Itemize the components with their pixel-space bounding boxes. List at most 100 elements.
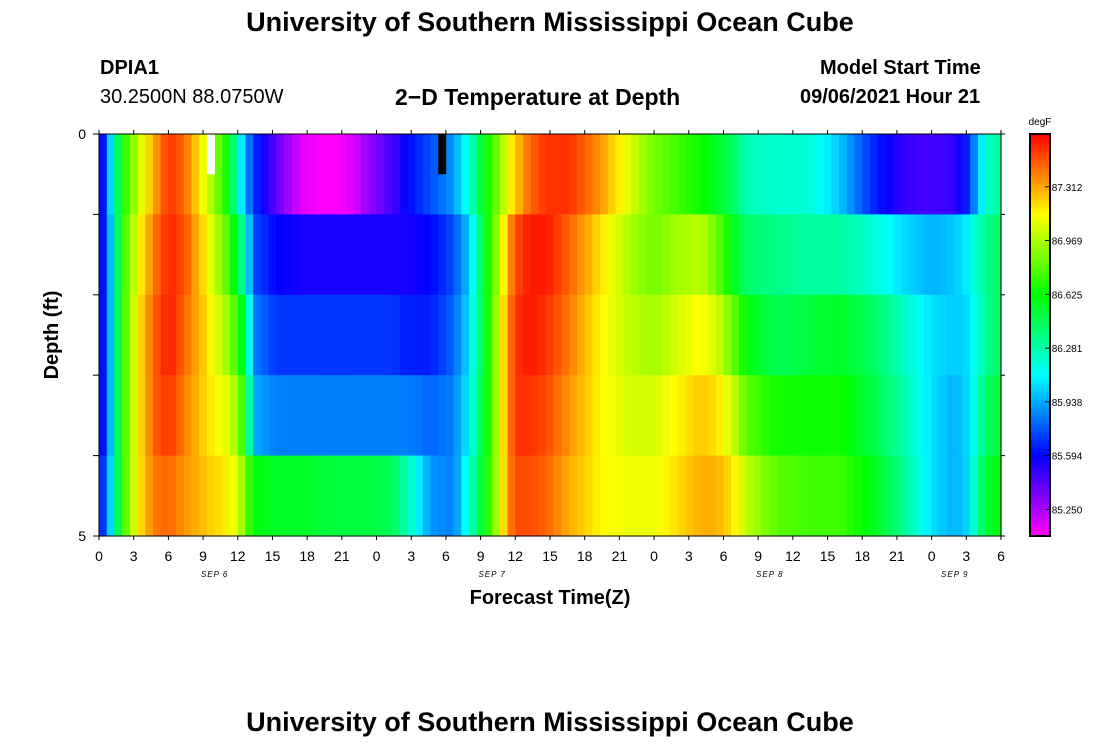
- heatmap-cell: [692, 214, 701, 296]
- x-tick-label: 6: [164, 548, 172, 564]
- heatmap-cell: [484, 375, 493, 457]
- heatmap-cell: [831, 294, 840, 376]
- heatmap-cell: [422, 294, 432, 376]
- heatmap-cell: [677, 455, 686, 537]
- heatmap-cell: [307, 214, 316, 296]
- colorbar-segment: [1030, 184, 1050, 189]
- heatmap-cell: [515, 375, 524, 457]
- heatmap-cell: [222, 214, 231, 296]
- heatmap-cell: [900, 375, 910, 457]
- heatmap-cell: [137, 294, 146, 376]
- colorbar-frame: [1029, 133, 1051, 537]
- heatmap-cell: [538, 375, 547, 457]
- heatmap-cell: [815, 294, 825, 376]
- heatmap-cell: [715, 214, 725, 296]
- heatmap-cell: [723, 375, 732, 457]
- heatmap-cell: [507, 375, 516, 457]
- heatmap-cell: [168, 134, 177, 215]
- heatmap-cell: [885, 455, 894, 537]
- colorbar-segment: [1030, 495, 1050, 500]
- colorbar-segment: [1030, 288, 1050, 293]
- heatmap-cell: [523, 134, 532, 215]
- colorbar-segment: [1030, 324, 1050, 329]
- colorbar-segment: [1030, 331, 1050, 336]
- heatmap-cell: [230, 455, 239, 537]
- heatmap-cell: [615, 375, 624, 457]
- heatmap-cell: [453, 214, 462, 296]
- colorbar-segment: [1030, 489, 1050, 494]
- heatmap-cell: [985, 455, 994, 537]
- heatmap-cell: [792, 294, 802, 376]
- heatmap-cell: [785, 214, 794, 296]
- colorbar-segment: [1030, 502, 1050, 507]
- heatmap-cell: [654, 294, 663, 376]
- heatmap-cell: [438, 214, 447, 296]
- heatmap-cell: [145, 134, 154, 215]
- heatmap-cell: [337, 134, 347, 215]
- heatmap-cell: [885, 375, 894, 457]
- colorbar-segment: [1030, 217, 1050, 222]
- heatmap-cell: [684, 375, 694, 457]
- heatmap-cell: [854, 134, 863, 215]
- heatmap-cell: [484, 455, 493, 537]
- heatmap-cell: [99, 375, 108, 457]
- heatmap-cell: [492, 214, 501, 296]
- heatmap-cell: [322, 375, 331, 457]
- colorbar-segment: [1030, 408, 1050, 413]
- heatmap-cell: [700, 214, 709, 296]
- heatmap-cell: [561, 375, 570, 457]
- heatmap-cell: [445, 134, 455, 215]
- heatmap-cell: [654, 134, 663, 215]
- heatmap-cell: [731, 455, 740, 537]
- heatmap-cell: [430, 214, 439, 296]
- heatmap-cell: [839, 294, 848, 376]
- heatmap-cell: [700, 375, 709, 457]
- colorbar-segment: [1030, 458, 1050, 463]
- heatmap-cell: [376, 455, 385, 537]
- colorbar-segment: [1030, 154, 1050, 159]
- x-tick-label: 15: [820, 548, 836, 564]
- colorbar-segment: [1030, 278, 1050, 282]
- colorbar-segment: [1030, 241, 1050, 246]
- heatmap-cell: [762, 214, 771, 296]
- colorbar-segment: [1030, 274, 1050, 279]
- heatmap-cell: [762, 294, 771, 376]
- heatmap-cell: [561, 214, 570, 296]
- heatmap-cell: [738, 294, 748, 376]
- heatmap-cell: [615, 214, 624, 296]
- heatmap-cell: [831, 214, 840, 296]
- heatmap-cell: [592, 134, 601, 215]
- heatmap-cell: [723, 294, 732, 376]
- heatmap-cell: [430, 455, 439, 537]
- heatmap-cell: [206, 134, 216, 215]
- heatmap-cell: [507, 134, 516, 215]
- heatmap-cell: [538, 214, 547, 296]
- colorbar-segment: [1030, 515, 1050, 520]
- colorbar-segment: [1030, 422, 1050, 427]
- heatmap-cell: [869, 214, 879, 296]
- heatmap-cell: [507, 455, 516, 537]
- heatmap-cell: [353, 375, 362, 457]
- heatmap-cell: [692, 375, 701, 457]
- x-tick-label: 15: [265, 548, 281, 564]
- colorbar-segment: [1030, 224, 1050, 229]
- heatmap-cell: [399, 294, 408, 376]
- heatmap-cell: [893, 214, 902, 296]
- heatmap-cell: [106, 375, 116, 457]
- heatmap-cell: [445, 294, 455, 376]
- colorbar-segment: [1030, 294, 1050, 299]
- date-labels: SEP 6 SEP 7 SEP 8 SEP 9: [201, 570, 967, 579]
- heatmap-cell: [145, 294, 154, 376]
- colorbar-segment: [1030, 405, 1050, 410]
- heatmap-cell: [160, 214, 169, 296]
- colorbar-segment: [1030, 365, 1050, 370]
- station-coords: 30.2500N 88.0750W: [100, 86, 284, 108]
- heatmap-cell: [800, 294, 809, 376]
- heatmap-cell: [993, 375, 1002, 457]
- colorbar-segment: [1030, 455, 1050, 460]
- colorbar-segment: [1030, 391, 1050, 396]
- heatmap-cell: [638, 214, 647, 296]
- heatmap-cell: [337, 455, 347, 537]
- heatmap-cell: [345, 134, 355, 215]
- colorbar-segment: [1030, 197, 1050, 202]
